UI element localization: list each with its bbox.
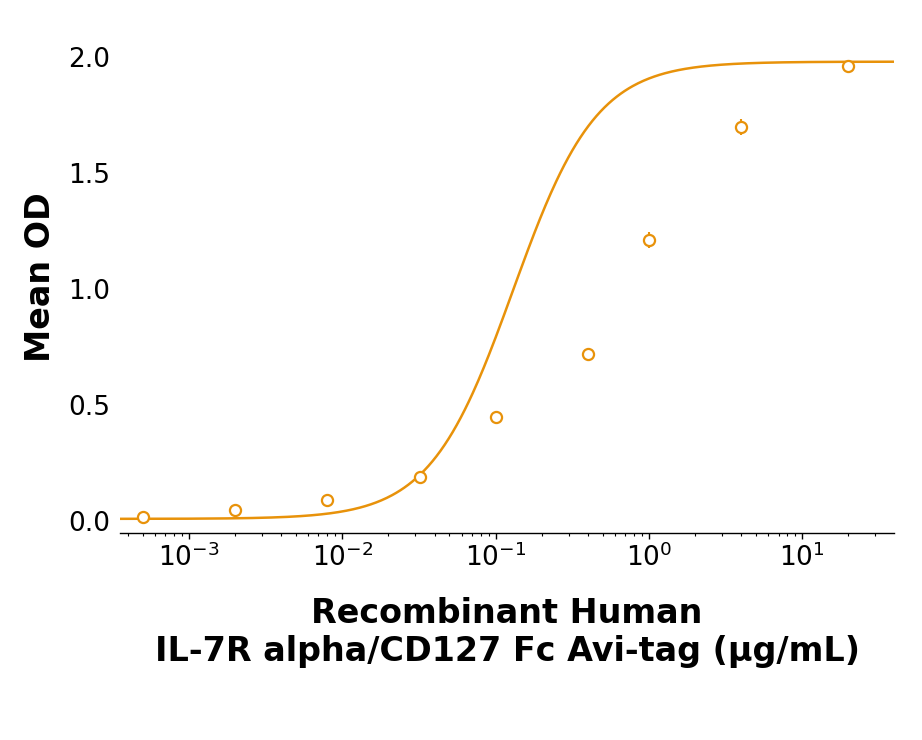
Y-axis label: Mean OD: Mean OD <box>24 192 57 363</box>
X-axis label: Recombinant Human
IL-7R alpha/CD127 Fc Avi-tag (μg/mL): Recombinant Human IL-7R alpha/CD127 Fc A… <box>155 596 859 668</box>
